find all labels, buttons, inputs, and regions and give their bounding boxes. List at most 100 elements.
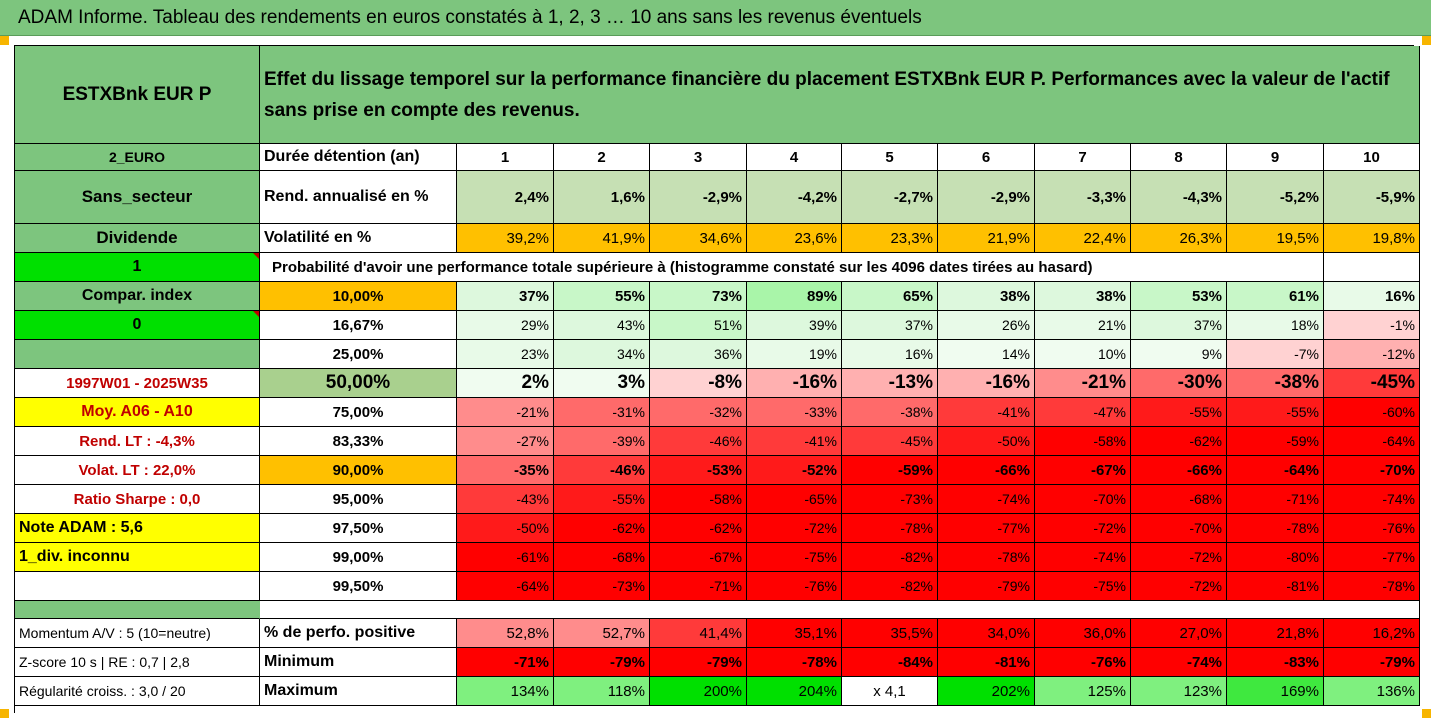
percentile-value: -8% bbox=[650, 369, 747, 398]
percentile-value: 16% bbox=[842, 340, 938, 369]
positive-value: 35,5% bbox=[842, 619, 938, 648]
percentile-label: 25,00% bbox=[260, 340, 457, 369]
percentile-value: -64% bbox=[1324, 427, 1420, 456]
percentile-value: 65% bbox=[842, 282, 938, 311]
percentile-value: -33% bbox=[747, 398, 842, 427]
percentile-value: -21% bbox=[1035, 369, 1131, 398]
percentile-value: -45% bbox=[1324, 369, 1420, 398]
minimum-label: Minimum bbox=[260, 648, 457, 677]
percentile-value: -55% bbox=[1227, 398, 1324, 427]
percentile-value: -74% bbox=[1035, 543, 1131, 572]
year-header: 5 bbox=[842, 144, 938, 171]
currency-cell[interactable]: 2_EURO bbox=[15, 144, 260, 171]
compar-index-cell[interactable]: Compar. index bbox=[15, 282, 260, 311]
positive-value: 21,8% bbox=[1227, 619, 1324, 648]
percentile-value: 2% bbox=[457, 369, 554, 398]
maximum-value: 202% bbox=[938, 677, 1035, 706]
rend-value: -2,7% bbox=[842, 171, 938, 224]
percentile-value: -38% bbox=[842, 398, 938, 427]
percentile-value: -45% bbox=[842, 427, 938, 456]
vol-value: 23,3% bbox=[842, 224, 938, 253]
empty-cell bbox=[1227, 253, 1324, 282]
percentile-value: -79% bbox=[938, 572, 1035, 601]
percentile-value: 14% bbox=[938, 340, 1035, 369]
fund-name-cell[interactable]: ESTXBnk EUR P bbox=[15, 46, 260, 144]
percentile-value: 38% bbox=[1035, 282, 1131, 311]
percentile-value: -1% bbox=[1324, 311, 1420, 340]
percentile-value: -78% bbox=[938, 543, 1035, 572]
percentile-value: -46% bbox=[650, 427, 747, 456]
percentile-value: -66% bbox=[938, 456, 1035, 485]
percentile-value: -67% bbox=[1035, 456, 1131, 485]
percentile-value: -76% bbox=[747, 572, 842, 601]
vol-value: 21,9% bbox=[938, 224, 1035, 253]
percentile-value: -59% bbox=[1227, 427, 1324, 456]
input-zero-cell[interactable]: 0 bbox=[15, 311, 260, 340]
percentile-value: -72% bbox=[1131, 543, 1227, 572]
returns-table: ESTXBnk EUR P Effet du lissage temporel … bbox=[14, 45, 1420, 713]
percentile-value: -60% bbox=[1324, 398, 1420, 427]
percentile-label: 10,00% bbox=[260, 282, 457, 311]
input-one-cell[interactable]: 1 bbox=[15, 253, 260, 282]
dividend-cell[interactable]: Dividende bbox=[15, 224, 260, 253]
input-one-value: 1 bbox=[132, 258, 142, 275]
minimum-value: -76% bbox=[1035, 648, 1131, 677]
volat-lt-cell: Volat. LT : 22,0% bbox=[15, 456, 260, 485]
percentile-label: 75,00% bbox=[260, 398, 457, 427]
percentile-value: -75% bbox=[1035, 572, 1131, 601]
percentile-value: 53% bbox=[1131, 282, 1227, 311]
maximum-value: 204% bbox=[747, 677, 842, 706]
minimum-value: -74% bbox=[1131, 648, 1227, 677]
year-header: 9 bbox=[1227, 144, 1324, 171]
positive-value: 35,1% bbox=[747, 619, 842, 648]
percentile-value: 9% bbox=[1131, 340, 1227, 369]
minimum-value: -81% bbox=[938, 648, 1035, 677]
percentile-value: -46% bbox=[554, 456, 650, 485]
maximum-value: 200% bbox=[650, 677, 747, 706]
percentile-value: -16% bbox=[938, 369, 1035, 398]
maximum-value: 134% bbox=[457, 677, 554, 706]
percentile-value: -67% bbox=[650, 543, 747, 572]
percentile-value: -76% bbox=[1324, 514, 1420, 543]
positive-value: 41,4% bbox=[650, 619, 747, 648]
vol-value: 39,2% bbox=[457, 224, 554, 253]
percentile-value: -64% bbox=[457, 572, 554, 601]
maximum-value: 118% bbox=[554, 677, 650, 706]
maximum-value: 125% bbox=[1035, 677, 1131, 706]
percentile-value: -30% bbox=[1131, 369, 1227, 398]
percentile-value: -65% bbox=[747, 485, 842, 514]
rend-value: -5,9% bbox=[1324, 171, 1420, 224]
vol-value: 26,3% bbox=[1131, 224, 1227, 253]
percentile-value: -41% bbox=[938, 398, 1035, 427]
percentile-value: -68% bbox=[1131, 485, 1227, 514]
percentile-value: 38% bbox=[938, 282, 1035, 311]
positive-value: 34,0% bbox=[938, 619, 1035, 648]
positive-value: 16,2% bbox=[1324, 619, 1420, 648]
year-header: 2 bbox=[554, 144, 650, 171]
percentile-value: 16% bbox=[1324, 282, 1420, 311]
percentile-value: -78% bbox=[1324, 572, 1420, 601]
percentile-value: -41% bbox=[747, 427, 842, 456]
percentile-value: -58% bbox=[1035, 427, 1131, 456]
percentile-value: 37% bbox=[1131, 311, 1227, 340]
sector-cell[interactable]: Sans_secteur bbox=[15, 171, 260, 224]
percentile-value: -78% bbox=[842, 514, 938, 543]
percentile-label: 95,00% bbox=[260, 485, 457, 514]
percentile-value: 89% bbox=[747, 282, 842, 311]
percentile-label: 83,33% bbox=[260, 427, 457, 456]
year-header: 1 bbox=[457, 144, 554, 171]
percentile-value: 37% bbox=[842, 311, 938, 340]
percentile-value: -73% bbox=[554, 572, 650, 601]
corner-marker bbox=[1422, 36, 1431, 45]
percentile-value: -72% bbox=[1035, 514, 1131, 543]
minimum-value: -79% bbox=[1324, 648, 1420, 677]
rend-value: -4,3% bbox=[1131, 171, 1227, 224]
percentile-value: -27% bbox=[457, 427, 554, 456]
percentile-value: -52% bbox=[747, 456, 842, 485]
percentile-value: -21% bbox=[457, 398, 554, 427]
percentile-value: -68% bbox=[554, 543, 650, 572]
percentile-value: 55% bbox=[554, 282, 650, 311]
minimum-value: -79% bbox=[554, 648, 650, 677]
percentile-value: 18% bbox=[1227, 311, 1324, 340]
year-header: 8 bbox=[1131, 144, 1227, 171]
